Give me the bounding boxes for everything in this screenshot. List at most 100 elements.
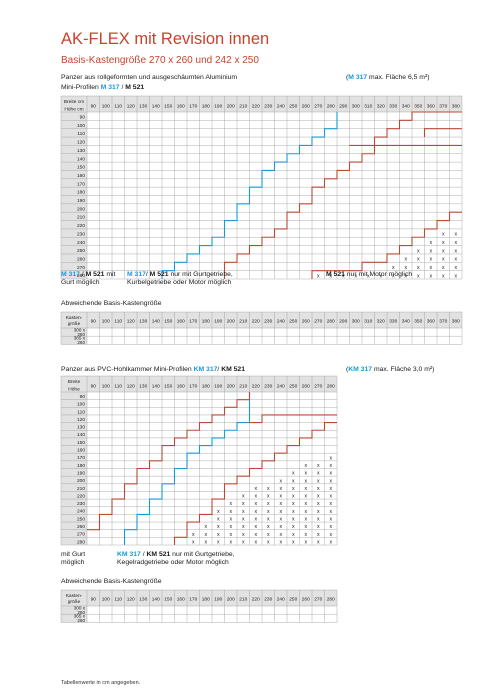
- section1-heading-line1: Panzer aus rollgeformten und ausgeschäum…: [61, 74, 238, 81]
- x-mark: x: [217, 539, 220, 545]
- col-header: 110: [114, 597, 122, 603]
- section1-max-area: (M 317 max. Fläche 6,5 m²): [346, 74, 429, 82]
- x-mark: x: [317, 501, 320, 507]
- x-mark: x: [329, 486, 332, 492]
- col-header: 370: [439, 104, 447, 110]
- x-mark: x: [329, 524, 332, 530]
- col-header: 360: [427, 104, 435, 110]
- x-mark: x: [242, 532, 245, 538]
- x-mark: x: [229, 517, 232, 523]
- col-header: 330: [389, 319, 397, 325]
- row-header-2: 260: [77, 610, 85, 615]
- x-mark: x: [267, 509, 270, 515]
- x-mark: x: [329, 494, 332, 500]
- col-header: 170: [189, 384, 197, 390]
- col-header: 180: [202, 384, 210, 390]
- x-mark: x: [242, 539, 245, 545]
- x-mark: x: [317, 539, 320, 545]
- x-mark: x: [217, 517, 220, 523]
- col-header: 120: [127, 597, 135, 603]
- x-mark: x: [454, 248, 457, 254]
- x-mark: x: [304, 471, 307, 477]
- col-header: 270: [314, 597, 322, 603]
- x-mark: x: [404, 273, 407, 279]
- row-header: 150: [77, 165, 85, 171]
- col-header: 320: [377, 319, 385, 325]
- paren: (: [346, 74, 349, 81]
- x-mark: x: [279, 509, 282, 515]
- legend-text-2: möglich: [61, 559, 85, 566]
- x-mark: x: [429, 248, 432, 254]
- heading-prefix: Mini-Profilen: [61, 84, 101, 91]
- x-mark: x: [267, 517, 270, 523]
- legend-text: nur mit Gurtgetriebe,: [168, 271, 233, 278]
- row-header: 110: [77, 131, 85, 137]
- col-header: 160: [177, 597, 185, 603]
- limit-line-gurtgetriebe: [173, 422, 337, 545]
- col-header: 240: [277, 104, 285, 110]
- row-header: 200: [77, 206, 85, 212]
- x-mark: x: [242, 494, 245, 500]
- col-header: 150: [164, 104, 172, 110]
- col-header: 300: [352, 319, 360, 325]
- separator: /: [140, 551, 147, 558]
- col-header: 150: [164, 597, 172, 603]
- col-header: 190: [214, 319, 222, 325]
- col-header: 110: [114, 104, 122, 110]
- row-header: 130: [77, 425, 85, 431]
- x-mark: x: [329, 517, 332, 523]
- col-header: 210: [239, 597, 247, 603]
- x-mark: x: [242, 524, 245, 530]
- max-profile: M 317: [348, 74, 368, 81]
- row-header: 120: [77, 417, 85, 423]
- x-mark: x: [242, 517, 245, 523]
- x-mark: x: [317, 471, 320, 477]
- x-mark: x: [292, 539, 295, 545]
- x-mark: x: [279, 524, 282, 530]
- x-mark: x: [204, 539, 207, 545]
- x-mark: x: [217, 509, 220, 515]
- col-header: 210: [239, 104, 247, 110]
- x-mark: x: [417, 248, 420, 254]
- col-header: 380: [452, 104, 460, 110]
- row-header: 220: [77, 493, 85, 499]
- col-header: 260: [302, 104, 310, 110]
- legend-m317: M 317: [127, 271, 146, 278]
- x-mark: x: [417, 265, 420, 271]
- x-mark: x: [454, 257, 457, 263]
- x-mark: x: [279, 532, 282, 538]
- x-mark: x: [267, 532, 270, 538]
- x-mark: x: [217, 524, 220, 530]
- x-mark: x: [192, 539, 195, 545]
- legend-gurtgetriebe: M 317/ M 521 nur mit Gurtgetriebe, Kurbe…: [127, 271, 233, 287]
- x-mark: x: [329, 478, 332, 484]
- legend-km521: KM 521: [146, 551, 171, 558]
- col-header: 270: [314, 104, 322, 110]
- row-header: 100: [77, 123, 85, 129]
- col-header: 350: [414, 319, 422, 325]
- x-mark: x: [304, 517, 307, 523]
- x-mark: x: [229, 501, 232, 507]
- col-header: 100: [102, 104, 110, 110]
- page-subtitle: Basis-Kastengröße 270 x 260 und 242 x 25…: [61, 55, 259, 66]
- col-header: 280: [327, 597, 335, 603]
- x-mark: x: [329, 501, 332, 507]
- x-mark: x: [254, 494, 257, 500]
- x-mark: x: [304, 501, 307, 507]
- row-header: 190: [77, 198, 85, 204]
- row-header-2: 260: [77, 332, 85, 337]
- x-mark: x: [229, 509, 232, 515]
- row-header: 250: [77, 248, 85, 254]
- col-header: 280: [327, 384, 335, 390]
- row-header-2: 260: [77, 340, 85, 345]
- x-mark: x: [254, 532, 257, 538]
- row-header: 300 x: [74, 606, 86, 611]
- legend-text: mit: [104, 271, 116, 278]
- x-mark: x: [279, 486, 282, 492]
- col-header: 170: [189, 597, 197, 603]
- x-mark: x: [267, 539, 270, 545]
- x-mark: x: [279, 494, 282, 500]
- col-header: 380: [452, 319, 460, 325]
- col-header: 230: [264, 104, 272, 110]
- row-header: 240: [77, 240, 85, 246]
